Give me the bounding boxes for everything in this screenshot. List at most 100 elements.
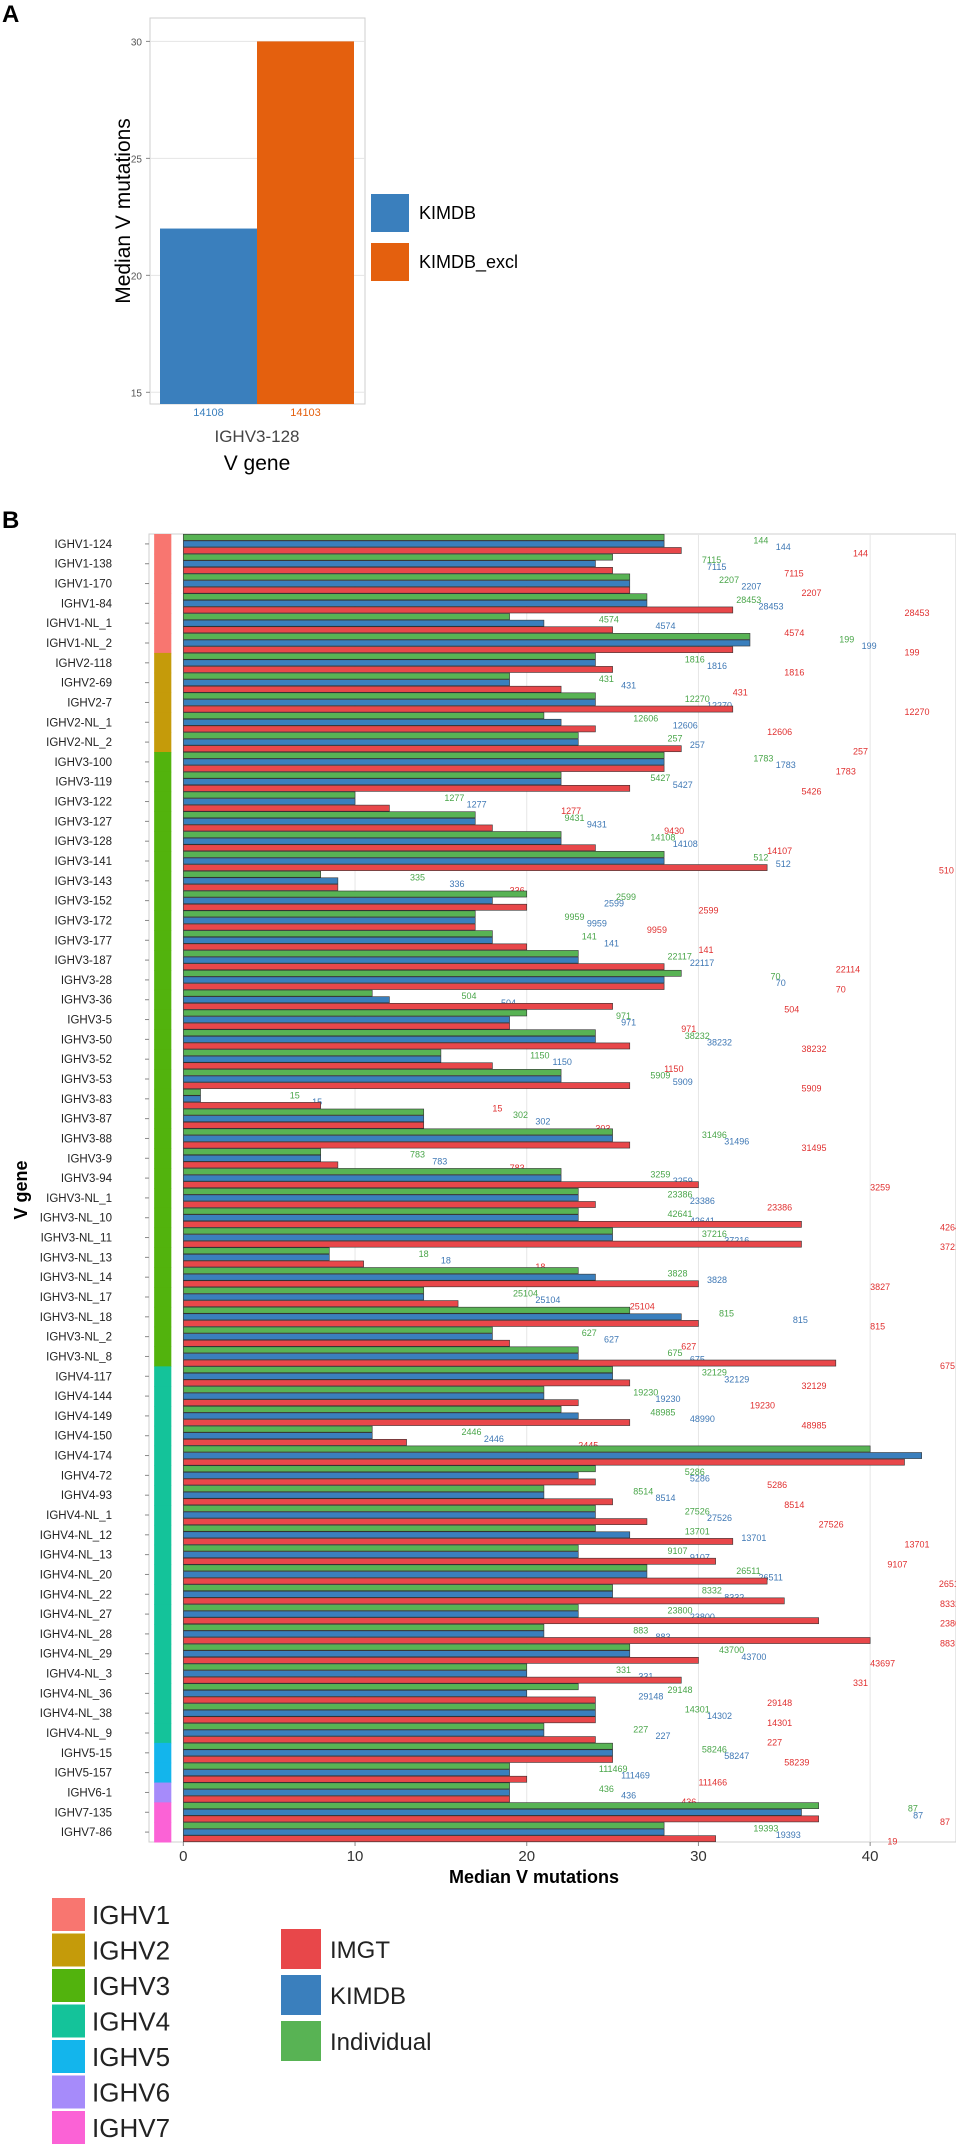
panel-b-gene-label: IGHV4-NL_28: [40, 1629, 112, 1641]
panel-b-count-label: 9107: [690, 1553, 710, 1563]
panel-b-bar: [183, 798, 356, 805]
panel-b-gene-label: IGHV3-94: [61, 1173, 113, 1185]
family-legend-label: IGHV3: [92, 1971, 170, 2001]
family-strip-cell: [154, 890, 172, 912]
panel-b-bar: [183, 1808, 802, 1816]
panel-b-gene-label: IGHV3-28: [61, 975, 112, 987]
family-strip-cell: [154, 1406, 172, 1427]
panel-b-bar: [183, 639, 751, 647]
panel-b-bar: [183, 950, 579, 957]
panel-b-bar: [183, 956, 579, 964]
series-legend-swatch: [281, 2021, 321, 2061]
panel-b-count-label: 331: [853, 1678, 868, 1688]
family-strip-cell: [154, 613, 172, 634]
panel-b-gene-label: IGHV4-NL_36: [40, 1688, 112, 1700]
panel-a-ytick-label: 30: [131, 37, 143, 48]
panel-b-count-label: 504: [461, 991, 476, 1001]
panel-b-count-label: 8332: [702, 1586, 722, 1596]
panel-b-count-label: 3259: [673, 1176, 693, 1186]
panel-b-bar: [183, 1339, 510, 1347]
panel-b-bar: [183, 626, 613, 634]
panel-b-count-label: 4574: [599, 615, 619, 625]
panel-b-gene-label: IGHV3-NL_14: [40, 1272, 113, 1284]
panel-b-bar: [183, 1128, 613, 1136]
family-strip-cell: [154, 1742, 172, 1764]
family-strip-cell: [154, 1723, 172, 1744]
panel-b-count-label: 2599: [698, 905, 718, 915]
panel-b-bar: [183, 1828, 665, 1836]
panel-b-count-label: 19: [887, 1837, 897, 1847]
panel-b-count-label: 43700: [741, 1652, 766, 1662]
panel-b-count-label: 70: [771, 971, 781, 981]
panel-b-bar: [183, 1683, 579, 1691]
panel-b-bar: [183, 1386, 545, 1393]
panel-b-gene-label: IGHV3-141: [54, 856, 112, 868]
family-legend-swatch: [52, 1898, 85, 1931]
panel-b-gene-label: IGHV4-NL_1: [46, 1510, 112, 1522]
panel-b-bar: [183, 600, 648, 607]
panel-b-count-label: 70: [776, 978, 786, 988]
panel-b-gene-label: IGHV3-152: [54, 896, 112, 908]
panel-b-bar: [183, 1187, 579, 1195]
panel-b-bar: [183, 1161, 339, 1169]
panel-b-count-label: 431: [599, 674, 614, 684]
panel-a-legend-label: KIMDB: [419, 203, 476, 223]
panel-b-bar: [183, 547, 682, 554]
family-legend-swatch: [52, 2075, 85, 2109]
panel-b-count-label: 199: [839, 634, 854, 644]
panel-b-gene-label: IGHV3-NL_1: [46, 1193, 112, 1205]
panel-b-bar: [183, 831, 562, 838]
panel-b-gene-label: IGHV4-NL_29: [40, 1649, 112, 1661]
family-strip-cell: [154, 930, 172, 951]
panel-b-bar: [183, 666, 613, 673]
panel-b-count-label: 144: [776, 542, 791, 552]
panel-b-bar: [183, 1135, 613, 1142]
panel-b-count-label: 504: [501, 998, 516, 1008]
family-legend-label: IGHV2: [92, 1936, 170, 1966]
panel-b-bar: [183, 718, 562, 726]
panel-b-count-label: 14301: [767, 1718, 792, 1728]
panel-b-bar: [183, 705, 734, 713]
family-strip-cell: [154, 1524, 172, 1546]
panel-a-count-label: 14108: [193, 407, 224, 419]
panel-b-gene-label: IGHV3-9: [67, 1153, 112, 1165]
panel-b-gene-label: IGHV4-150: [54, 1431, 112, 1443]
panel-b-bar: [183, 1055, 442, 1063]
panel-b-gene-label: IGHV7-135: [54, 1807, 112, 1819]
panel-b-count-label: 12270: [707, 700, 732, 710]
panel-b-gene-label: IGHV3-177: [54, 935, 112, 947]
panel-b-gene-label: IGHV1-170: [54, 579, 112, 591]
panel-b-count-label: 7115: [784, 568, 803, 578]
panel-b-count-label: 25104: [535, 1295, 560, 1305]
panel-b-gene-label: IGHV5-15: [61, 1748, 112, 1760]
series-legend-swatch: [281, 1929, 321, 1969]
panel-b-bar: [183, 1399, 579, 1407]
panel-b-count-label: 3259: [870, 1183, 890, 1193]
panel-b-count-label: 29148: [638, 1691, 663, 1701]
panel-b-gene-label: IGHV3-100: [54, 757, 112, 769]
panel-b-count-label: 5286: [685, 1467, 705, 1477]
panel-b-gene-label: IGHV2-NL_1: [46, 717, 112, 729]
panel-b-count-label: 336: [510, 885, 525, 895]
panel-b-bar: [183, 1432, 373, 1440]
panel-b-count-label: 14301: [685, 1705, 710, 1715]
panel-b-count-label: 227: [633, 1724, 648, 1734]
panel-b-xtick-label: 40: [862, 1848, 879, 1865]
panel-b-count-label: 12270: [904, 707, 929, 717]
panel-b-count-label: 58246: [702, 1744, 727, 1754]
panel-b-bar: [183, 699, 596, 706]
panel-b-count-label: 37216: [702, 1229, 727, 1239]
panel-b-bar: [183, 1742, 613, 1750]
panel-b-bar: [183, 1029, 596, 1037]
family-strip-cell: [154, 1009, 172, 1030]
panel-a-xtick-label: IGHV3-128: [214, 427, 299, 446]
family-strip-cell: [154, 1425, 172, 1447]
panel-b-gene-label: IGHV1-84: [61, 598, 113, 610]
panel-b-bar: [183, 930, 493, 938]
panel-b-bar: [183, 844, 596, 852]
panel-b-count-label: 43697: [870, 1658, 895, 1668]
panel-b-bar: [183, 540, 665, 548]
panel-a-bar: [160, 228, 257, 404]
panel-b-bar: [183, 1597, 785, 1605]
family-strip-cell: [154, 1465, 172, 1486]
